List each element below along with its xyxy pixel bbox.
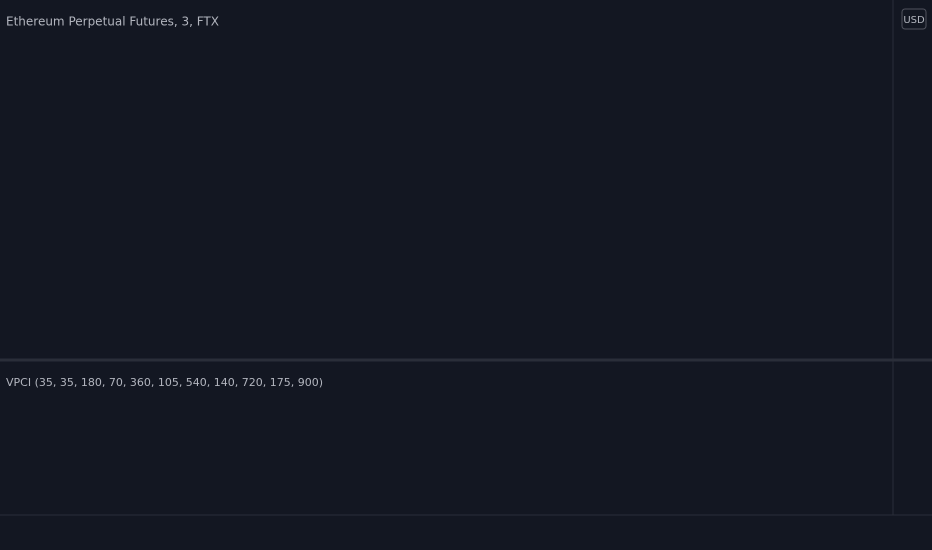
currency[interactable]: USD (903, 15, 925, 26)
indicator-title: VPCI (35, 35, 180, 70, 360, 105, 540, 14… (6, 376, 323, 389)
chart-title: Ethereum Perpetual Futures, 3, FTX (6, 15, 219, 29)
currency-box[interactable] (901, 8, 927, 30)
